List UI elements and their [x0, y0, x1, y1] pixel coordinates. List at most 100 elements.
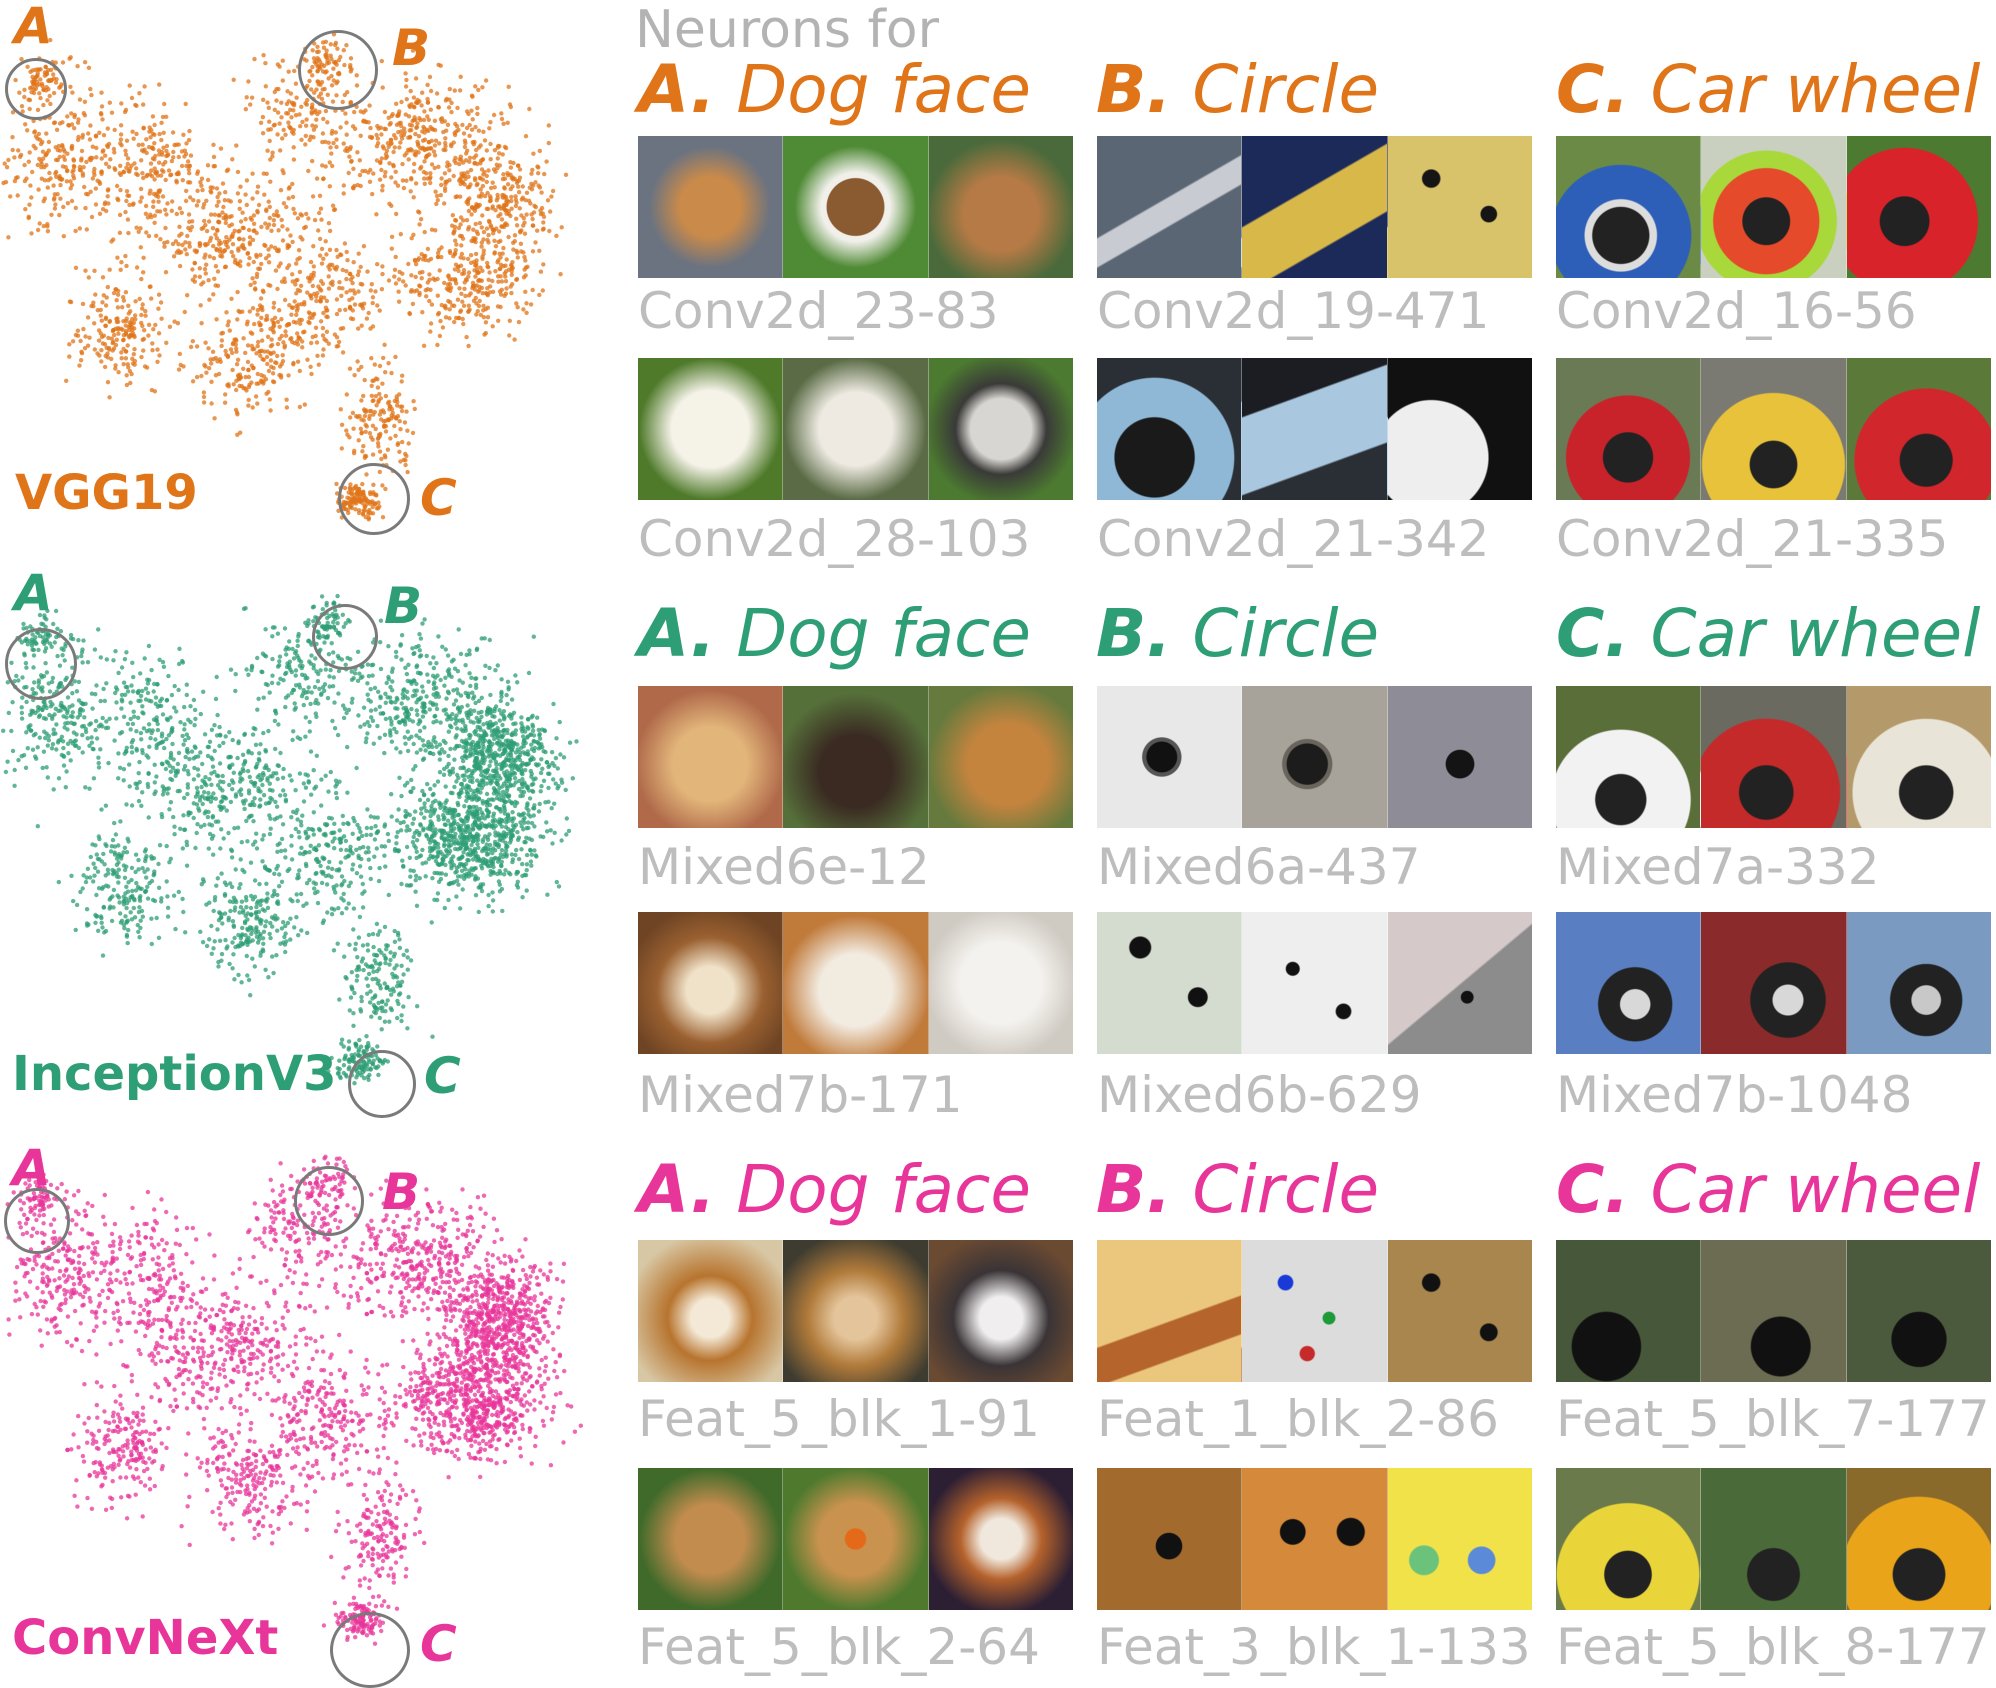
- scatter-point: [29, 195, 34, 200]
- scatter-point: [400, 178, 406, 183]
- scatter-point: [218, 359, 223, 364]
- scatter-point: [296, 631, 301, 637]
- scatter-point: [214, 186, 220, 191]
- scatter-point: [129, 371, 134, 377]
- scatter-point: [259, 373, 264, 378]
- scatter-point: [294, 261, 299, 266]
- scatter-point: [66, 122, 71, 128]
- scatter-point: [401, 279, 406, 284]
- scatter-point: [389, 739, 395, 744]
- scatter-point: [336, 339, 342, 345]
- scatter-point: [438, 63, 443, 68]
- scatter-point: [533, 240, 538, 245]
- scatter-point: [417, 290, 422, 296]
- scatter-point: [269, 228, 274, 233]
- scatter-point: [466, 715, 471, 721]
- scatter-point: [493, 830, 498, 835]
- scatter-point: [160, 114, 166, 120]
- scatter-point: [478, 727, 483, 732]
- scatter-point: [111, 146, 117, 152]
- scatter-point: [345, 744, 350, 750]
- scatter-point: [405, 147, 411, 152]
- scatter-point: [462, 777, 467, 783]
- dog-image: [928, 358, 1073, 500]
- scatter-point: [223, 190, 228, 195]
- scatter-point: [321, 116, 326, 122]
- scatter-point: [393, 649, 399, 655]
- scatter-point: [468, 708, 473, 713]
- scatter-point: [524, 862, 530, 867]
- scatter-point: [461, 740, 467, 745]
- scatter-point: [278, 188, 284, 193]
- scatter-point: [554, 233, 559, 238]
- scatter-point: [490, 289, 496, 294]
- scatter-point: [158, 237, 163, 242]
- scatter-point: [198, 303, 203, 308]
- scatter-point: [87, 743, 92, 748]
- scatter-point: [497, 229, 502, 234]
- scatter-point: [255, 190, 260, 195]
- scatter-point: [61, 705, 67, 710]
- scatter-point: [296, 335, 301, 340]
- scatter-point: [183, 198, 189, 204]
- scatter-point: [414, 663, 420, 668]
- scatter-point: [463, 690, 468, 696]
- scatter-point: [508, 186, 513, 192]
- scatter-point: [458, 154, 463, 159]
- scatter-point: [259, 669, 264, 674]
- category-title-dog-face: A. Dog face: [638, 50, 1031, 130]
- scatter-point: [174, 211, 179, 217]
- scatter-point: [246, 672, 251, 677]
- scatter-point: [460, 236, 466, 241]
- scatter-point: [82, 346, 88, 351]
- scatter-point: [243, 606, 248, 611]
- scatter-point: [72, 114, 77, 120]
- scatter-point: [277, 364, 283, 369]
- scatter-point: [492, 839, 498, 845]
- scatter-point: [111, 658, 116, 663]
- scatter-point: [536, 746, 541, 751]
- scatter-point: [453, 698, 459, 703]
- scatter-point: [467, 671, 472, 676]
- scatter-point: [428, 107, 433, 112]
- scatter-point: [368, 699, 373, 704]
- scatter-point: [374, 212, 379, 217]
- scatter-point: [29, 231, 34, 236]
- scatter-point: [226, 319, 231, 324]
- scatter-point: [76, 698, 82, 703]
- scatter-point: [138, 671, 143, 676]
- scatter-point: [104, 345, 109, 350]
- scatter-point: [23, 765, 29, 770]
- scatter-point: [54, 174, 59, 179]
- scatter-point: [409, 681, 414, 686]
- scatter-point: [443, 675, 448, 680]
- scatter-point: [487, 637, 492, 643]
- scatter-point: [117, 171, 123, 176]
- scatter-point: [335, 732, 341, 738]
- scatter-point: [72, 679, 78, 684]
- scatter-point: [88, 155, 94, 160]
- scatter-point: [270, 150, 275, 155]
- scatter-point: [401, 185, 407, 191]
- scatter-point: [320, 353, 326, 358]
- scatter-point: [457, 88, 463, 93]
- scatter-point: [451, 702, 457, 707]
- scatter-point: [255, 208, 260, 214]
- scatter-point: [468, 167, 474, 173]
- scatter-point: [313, 333, 318, 339]
- scatter-point: [537, 248, 542, 253]
- scatter-point: [322, 688, 327, 693]
- scatter-point: [443, 303, 448, 308]
- scatter-point: [60, 164, 66, 169]
- scatter-point: [151, 146, 156, 152]
- scatter-point: [317, 686, 322, 691]
- scatter-point: [479, 772, 484, 778]
- scatter-point: [383, 370, 388, 375]
- scatter-point: [455, 772, 460, 778]
- scatter-point: [268, 157, 273, 162]
- scatter-point: [234, 143, 239, 148]
- scatter-point: [345, 432, 350, 437]
- scatter-point: [251, 366, 256, 371]
- scatter-point: [248, 330, 253, 335]
- car-image: [1846, 358, 1991, 500]
